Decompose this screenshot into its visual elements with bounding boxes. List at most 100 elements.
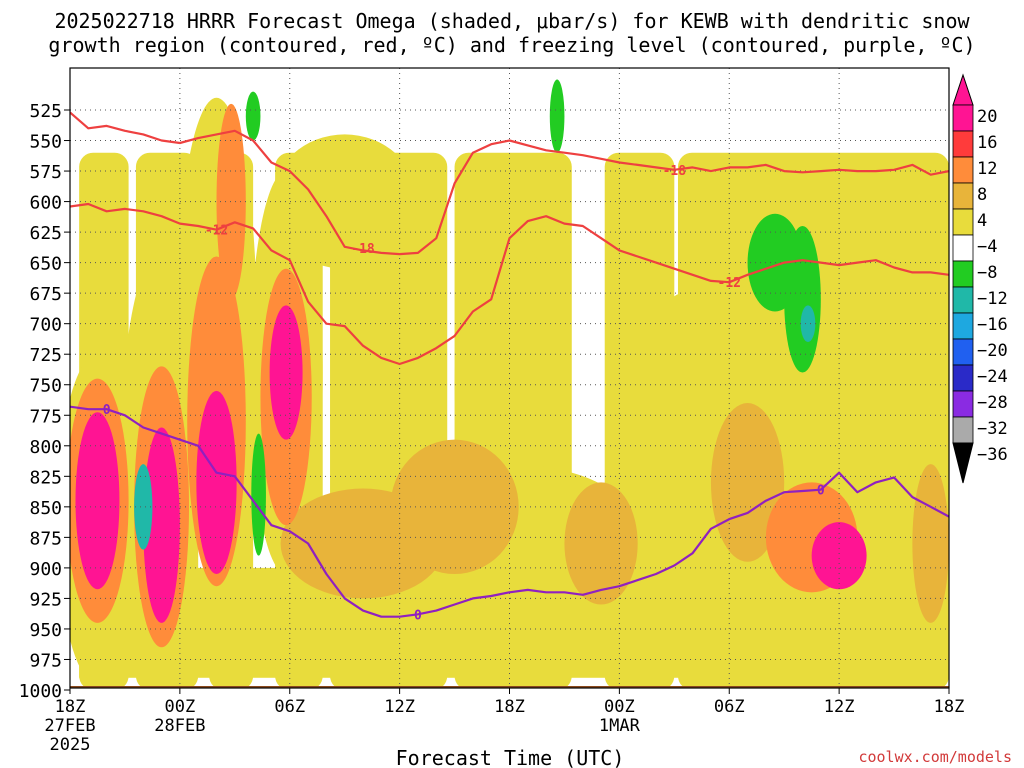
colorbar-swatch-9 <box>952 338 974 366</box>
colorbar-top-arrow <box>952 73 974 106</box>
contour-line-0 <box>70 405 949 618</box>
y-axis: 525 550 575 600 625 650 675 700 725 750 775 800 825 8… <box>19 101 70 702</box>
colorbar-label-3: 8 <box>977 185 987 205</box>
omega-cell-11 <box>564 482 638 605</box>
x-tick-label-6-0: 06Z <box>714 697 745 717</box>
x-tick-label-2-0: 06Z <box>274 697 305 717</box>
colorbar-label-9: −20 <box>977 341 1008 361</box>
omega-cell-12 <box>710 403 785 562</box>
colorbar-label-10: −24 <box>977 367 1008 387</box>
credit-link[interactable]: coolwx.com/models <box>858 748 1012 766</box>
x-tick-label-0-0: 18Z <box>55 697 86 717</box>
contour-label-0-0: 0 <box>103 403 111 418</box>
colorbar-label-5: −4 <box>977 237 997 257</box>
colorbar-label-12: −32 <box>977 419 1008 439</box>
chart-title-line-2: growth region (contoured, red, ºC) and f… <box>48 33 975 57</box>
y-tick-label-850: 850 <box>29 498 62 519</box>
colorbar-swatch-2 <box>952 156 974 184</box>
y-tick-label-600: 600 <box>29 193 62 214</box>
colorbar-swatch-3 <box>952 182 974 210</box>
y-tick-label-1000: 1000 <box>19 681 62 702</box>
contour-label--18-1: -18 <box>663 164 687 179</box>
y-tick-label-775: 775 <box>29 406 62 427</box>
contour-label-0-2: 0 <box>817 484 825 499</box>
x-tick-label-7-0: 12Z <box>824 697 855 717</box>
x-tick-label-5-1: 1MAR <box>599 716 641 736</box>
plot-area: -12 -12 -18 -18 0 0 0 <box>70 68 949 688</box>
omega-neg-cell-4 <box>800 305 816 342</box>
omega-neg-cell-6 <box>549 79 565 153</box>
x-tick-label-1-1: 28FEB <box>154 716 205 736</box>
y-tick-label-725: 725 <box>29 345 62 366</box>
omega-cell-10 <box>390 439 519 574</box>
contour-label--18-0: -18 <box>351 242 375 257</box>
omega-neg-cell-1 <box>251 433 266 556</box>
omega-cell-22 <box>196 390 237 574</box>
contour-line--12 <box>70 202 949 366</box>
omega-cell-20 <box>75 412 120 590</box>
colorbar-label-13: −36 <box>977 445 1008 465</box>
omega-cell-24 <box>811 522 867 590</box>
omega-cell-23 <box>269 305 303 440</box>
y-tick-label-650: 650 <box>29 254 62 275</box>
colorbar-swatch-6 <box>952 260 974 288</box>
y-tick-label-525: 525 <box>29 101 62 122</box>
y-tick-label-900: 900 <box>29 559 62 580</box>
colorbar-label-11: −28 <box>977 393 1008 413</box>
omega-neg-cell-5 <box>245 91 261 141</box>
x-tick-label-3-0: 12Z <box>384 697 415 717</box>
y-tick-label-625: 625 <box>29 223 62 244</box>
omega-neg-cell-0 <box>134 464 153 550</box>
x-axis-label: Forecast Time (UTC) <box>396 746 625 768</box>
x-tick-label-0-2: 2025 <box>50 735 91 755</box>
omega-cell-17 <box>216 103 246 300</box>
y-tick-label-750: 750 <box>29 376 62 397</box>
omega-cell-6 <box>271 134 418 269</box>
colorbar-label-2: 12 <box>977 159 997 179</box>
colorbar-swatch-7 <box>952 286 974 314</box>
omega-neg-cell-3 <box>784 226 821 373</box>
colorbar-swatch-10 <box>952 364 974 392</box>
omega-cell-7 <box>637 293 730 599</box>
y-tick-label-875: 875 <box>29 528 62 549</box>
contour-label--12-0: -12 <box>205 224 228 239</box>
y-tick-label-575: 575 <box>29 162 62 183</box>
colorbar-swatch-8 <box>952 312 974 340</box>
y-tick-label-550: 550 <box>29 132 62 153</box>
colorbar-swatch-1 <box>952 130 974 158</box>
colorbar-label-4: 4 <box>977 211 987 231</box>
colorbar-label-7: −12 <box>977 289 1008 309</box>
chart-title-line-1: 2025022718 HRRR Forecast Omega (shaded, … <box>54 9 970 33</box>
colorbar-label-0: 20 <box>977 107 997 127</box>
x-tick-label-0-1: 27FEB <box>44 716 95 736</box>
grid-lines <box>70 68 949 688</box>
y-tick-label-675: 675 <box>29 284 62 305</box>
x-tick-label-5-0: 00Z <box>604 697 635 717</box>
omega-shading <box>70 79 949 688</box>
colorbar-label-6: −8 <box>977 263 997 283</box>
colorbar-swatch-5 <box>952 234 974 262</box>
y-tick-label-800: 800 <box>29 437 62 458</box>
colorbar-label-1: 16 <box>977 133 997 153</box>
omega-cell-13 <box>912 464 949 623</box>
y-tick-label-825: 825 <box>29 467 62 488</box>
contours: -12 -12 -18 -18 0 0 0 <box>70 111 949 623</box>
colorbar-swatch-11 <box>952 390 974 418</box>
contour-label--12-1: -12 <box>718 276 741 291</box>
ground-surface <box>70 686 949 688</box>
y-tick-label-925: 925 <box>29 589 62 610</box>
colorbar-label-8: −16 <box>977 315 1008 335</box>
y-tick-label-700: 700 <box>29 315 62 336</box>
y-tick-label-975: 975 <box>29 650 62 671</box>
colorbar-swatch-0 <box>952 104 974 132</box>
y-tick-label-950: 950 <box>29 620 62 641</box>
colorbar-bottom-arrow <box>952 442 974 484</box>
colorbar-swatch-4 <box>952 208 974 236</box>
x-tick-label-1-0: 00Z <box>165 697 196 717</box>
contour-label-0-1: 0 <box>414 608 422 623</box>
x-tick-label-4-0: 18Z <box>494 697 525 717</box>
x-tick-label-8-0: 18Z <box>934 697 965 717</box>
colorbar: 20 16 12 8 4 −4 −8 −12 −16 −20 −24 −28 −32 −36 <box>952 73 1008 484</box>
